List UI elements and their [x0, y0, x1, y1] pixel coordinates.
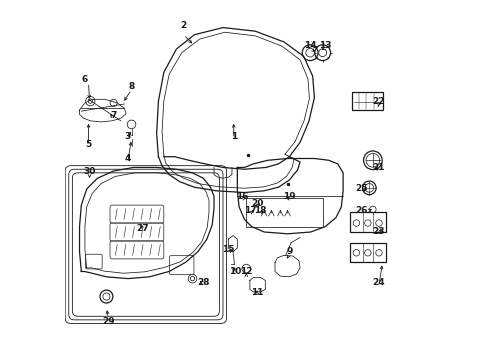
Text: 1: 1: [230, 132, 236, 141]
Text: 30: 30: [83, 167, 96, 176]
Text: 10: 10: [229, 267, 241, 276]
Text: 3: 3: [124, 132, 131, 141]
Text: 17: 17: [243, 206, 256, 215]
Text: 5: 5: [85, 140, 91, 149]
Text: 20: 20: [250, 199, 263, 208]
Text: 8: 8: [128, 82, 134, 91]
Text: 11: 11: [250, 288, 263, 297]
Text: 27: 27: [136, 224, 148, 233]
Text: 16: 16: [236, 192, 248, 201]
Text: 28: 28: [197, 278, 209, 287]
Text: 13: 13: [318, 41, 331, 50]
Text: 2: 2: [180, 21, 186, 30]
Text: 12: 12: [240, 267, 252, 276]
Text: 15: 15: [222, 246, 234, 255]
Text: 24: 24: [372, 278, 385, 287]
Text: 26: 26: [354, 206, 366, 215]
Text: 22: 22: [372, 96, 385, 105]
Text: 18: 18: [254, 206, 266, 215]
Text: 4: 4: [124, 154, 131, 163]
Bar: [349, 243, 386, 262]
Text: 23: 23: [372, 228, 385, 237]
Text: 14: 14: [304, 41, 317, 50]
Bar: [349, 212, 386, 232]
Text: 19: 19: [283, 192, 295, 201]
Text: 9: 9: [285, 247, 292, 256]
Bar: [246, 198, 323, 226]
Text: 7: 7: [110, 111, 117, 120]
Text: 29: 29: [102, 317, 114, 326]
Text: 25: 25: [354, 184, 366, 193]
Text: 21: 21: [372, 163, 385, 172]
Text: 6: 6: [81, 75, 88, 84]
Bar: [351, 92, 382, 110]
